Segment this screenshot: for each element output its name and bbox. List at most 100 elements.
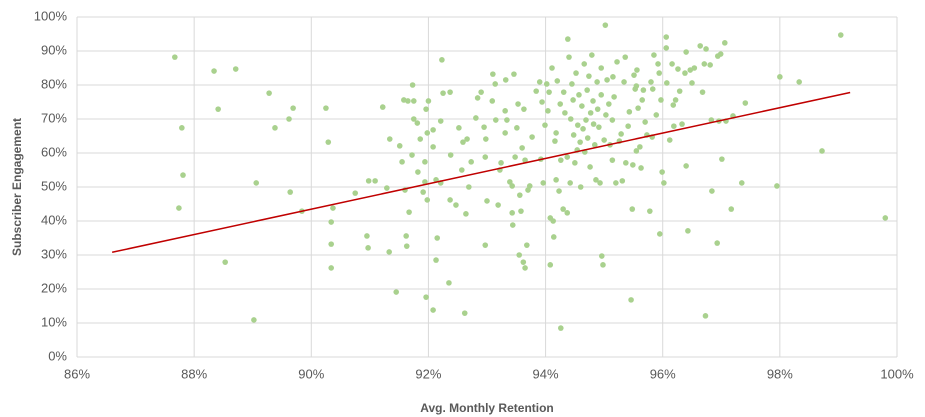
point: [882, 215, 889, 221]
point: [774, 183, 780, 189]
point: [613, 180, 619, 186]
point: [405, 98, 411, 104]
point: [515, 101, 521, 107]
point: [430, 307, 436, 313]
point: [396, 143, 403, 149]
point: [460, 139, 466, 145]
point: [586, 73, 592, 79]
point: [529, 134, 535, 140]
point: [577, 184, 584, 190]
point: [482, 242, 489, 248]
point: [440, 90, 446, 96]
x-tick-label: 88%: [181, 366, 207, 381]
point: [683, 163, 689, 169]
point: [584, 87, 590, 93]
point: [649, 86, 656, 92]
point: [621, 79, 627, 85]
point: [728, 206, 735, 212]
point: [584, 135, 591, 141]
point: [172, 54, 178, 60]
point: [519, 145, 525, 151]
point: [648, 79, 654, 85]
point: [639, 97, 646, 103]
point: [558, 325, 564, 331]
point: [215, 106, 221, 112]
point: [325, 139, 332, 145]
point: [509, 210, 515, 216]
point: [176, 205, 182, 211]
point: [502, 130, 508, 136]
point: [423, 106, 429, 112]
point: [598, 92, 605, 98]
point: [474, 95, 481, 101]
point: [593, 177, 599, 183]
point: [567, 180, 573, 186]
point: [656, 70, 662, 76]
point: [509, 183, 515, 189]
point: [403, 233, 409, 239]
point: [631, 72, 637, 78]
y-tick-label: 60%: [41, 144, 67, 159]
point: [466, 184, 472, 190]
y-tick-label: 40%: [41, 212, 67, 227]
point: [719, 156, 725, 162]
point: [703, 46, 709, 52]
point: [433, 257, 439, 263]
point: [567, 116, 574, 122]
point: [611, 94, 617, 100]
point: [598, 65, 605, 71]
point: [509, 222, 516, 228]
point: [590, 98, 596, 104]
point: [638, 165, 644, 171]
point: [364, 233, 370, 239]
y-axis-title: Subscriber Engagement: [10, 118, 24, 256]
point: [539, 99, 545, 105]
point: [633, 148, 640, 154]
point: [659, 169, 665, 175]
point: [642, 119, 648, 125]
point: [522, 157, 528, 163]
point: [463, 211, 469, 217]
point: [447, 89, 453, 95]
point: [683, 49, 689, 55]
point: [481, 124, 487, 130]
y-tick-label: 90%: [41, 42, 67, 57]
point: [522, 265, 528, 271]
point: [574, 122, 581, 128]
point: [422, 159, 428, 165]
point: [553, 130, 559, 136]
point: [619, 178, 626, 184]
point: [365, 245, 371, 251]
point: [609, 117, 616, 123]
y-tick-label: 70%: [41, 110, 67, 125]
point: [533, 88, 539, 94]
point: [618, 131, 624, 137]
point: [550, 218, 556, 224]
point: [180, 172, 186, 178]
point: [492, 117, 499, 123]
point: [393, 289, 400, 295]
point: [689, 80, 695, 86]
point: [507, 179, 513, 185]
point: [573, 70, 579, 76]
point: [365, 178, 372, 184]
point: [266, 90, 272, 96]
point: [685, 228, 691, 234]
point: [211, 68, 217, 74]
point: [417, 136, 424, 142]
x-tick-label: 98%: [767, 366, 793, 381]
point: [707, 62, 713, 68]
point: [549, 65, 555, 71]
point: [430, 127, 436, 133]
point: [603, 112, 609, 118]
point: [420, 189, 426, 195]
point: [478, 89, 484, 95]
point: [633, 83, 640, 89]
point: [550, 234, 557, 240]
point: [691, 65, 698, 71]
point: [742, 100, 749, 106]
point: [664, 80, 670, 86]
x-tick-label: 94%: [533, 366, 559, 381]
point: [272, 125, 278, 131]
point: [653, 112, 660, 118]
